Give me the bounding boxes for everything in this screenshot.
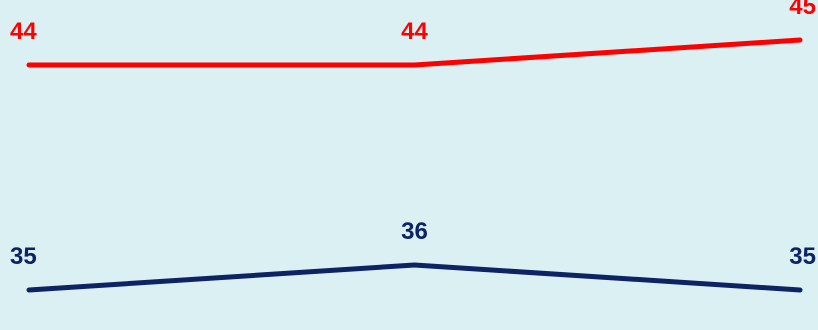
series-line-1 (26, 37, 803, 68)
data-label-s1-p3: 45 (789, 0, 816, 20)
data-label-s2-p3: 35 (789, 243, 816, 270)
data-label-s1-p1: 44 (10, 18, 37, 45)
series-layer: 44 44 45 35 36 35 (10, 0, 816, 293)
series-line-2 (26, 262, 803, 293)
data-label-s2-p1: 35 (10, 243, 37, 270)
data-label-s1-p2: 44 (401, 18, 428, 45)
data-label-s2-p2: 36 (401, 218, 428, 245)
